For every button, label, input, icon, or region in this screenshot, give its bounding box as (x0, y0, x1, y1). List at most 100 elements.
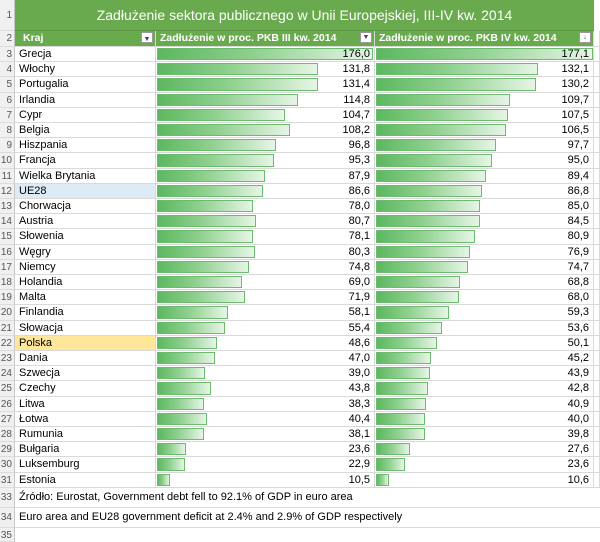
country-cell[interactable]: Litwa (15, 396, 156, 412)
q3-value-cell[interactable]: 58,1 (156, 305, 375, 321)
row-number[interactable]: 9 (0, 138, 15, 154)
country-cell[interactable]: Słowenia (15, 229, 156, 245)
empty-cell[interactable] (594, 107, 600, 123)
row-number[interactable]: 17 (0, 259, 15, 275)
empty-cell[interactable] (594, 305, 600, 321)
country-cell[interactable]: Cypr (15, 107, 156, 123)
q4-value-cell[interactable]: 132,1 (375, 62, 594, 78)
row-number[interactable]: 3 (0, 47, 15, 63)
row-number[interactable]: 22 (0, 335, 15, 351)
q4-value-cell[interactable]: 40,9 (375, 396, 594, 412)
q3-value-cell[interactable]: 78,0 (156, 199, 375, 215)
q4-value-cell[interactable]: 95,0 (375, 153, 594, 169)
country-cell[interactable]: Malta (15, 290, 156, 306)
q3-value-cell[interactable]: 69,0 (156, 275, 375, 291)
q4-value-cell[interactable]: 86,8 (375, 183, 594, 199)
row-number[interactable]: 8 (0, 123, 15, 139)
q3-value-cell[interactable]: 55,4 (156, 320, 375, 336)
empty-cell[interactable] (594, 457, 600, 473)
row-number[interactable]: 21 (0, 320, 15, 336)
q3-value-cell[interactable]: 114,8 (156, 92, 375, 108)
row-number[interactable]: 2 (0, 31, 15, 47)
q4-value-cell[interactable]: 74,7 (375, 259, 594, 275)
q4-value-cell[interactable]: 84,5 (375, 214, 594, 230)
country-cell[interactable]: Dania (15, 351, 156, 367)
q4-value-cell[interactable]: 40,0 (375, 411, 594, 427)
country-cell[interactable]: Bułgaria (15, 442, 156, 458)
empty-cell[interactable] (594, 442, 600, 458)
row-number[interactable]: 13 (0, 199, 15, 215)
q4-value-cell[interactable]: 109,7 (375, 92, 594, 108)
deficit-note[interactable]: Euro area and EU28 government deficit at… (15, 508, 600, 528)
country-cell[interactable]: UE28 (15, 183, 156, 199)
row-number[interactable]: 5 (0, 77, 15, 93)
empty-cell[interactable] (594, 123, 600, 139)
q3-value-cell[interactable]: 40,4 (156, 411, 375, 427)
empty-cell[interactable] (594, 153, 600, 169)
country-cell[interactable]: Luksemburg (15, 457, 156, 473)
q3-value-cell[interactable]: 96,8 (156, 138, 375, 154)
q4-value-cell[interactable]: 177,1 (375, 47, 594, 63)
country-cell[interactable]: Grecja (15, 47, 156, 63)
q4-value-cell[interactable]: 42,8 (375, 381, 594, 397)
row-number[interactable]: 14 (0, 214, 15, 230)
sort-descending-icon[interactable]: ↓ (579, 32, 591, 43)
filter-dropdown-icon[interactable]: ▼ (360, 32, 372, 43)
empty-cell[interactable] (594, 47, 600, 63)
q4-value-cell[interactable]: 107,5 (375, 107, 594, 123)
q4-value-cell[interactable]: 45,2 (375, 351, 594, 367)
country-cell[interactable]: Belgia (15, 123, 156, 139)
empty-cell[interactable] (594, 138, 600, 154)
q3-value-cell[interactable]: 38,1 (156, 427, 375, 443)
country-cell[interactable]: Wielka Brytania (15, 168, 156, 184)
q3-value-cell[interactable]: 47,0 (156, 351, 375, 367)
q3-value-cell[interactable]: 78,1 (156, 229, 375, 245)
row-number[interactable]: 12 (0, 183, 15, 199)
row-number[interactable]: 25 (0, 381, 15, 397)
filter-dropdown-icon[interactable]: ▼ (141, 32, 153, 43)
row-number[interactable]: 15 (0, 229, 15, 245)
row-number[interactable]: 34 (0, 507, 15, 528)
empty-cell[interactable] (594, 183, 600, 199)
empty-cell[interactable] (594, 77, 600, 93)
q4-value-cell[interactable]: 80,9 (375, 229, 594, 245)
row-number[interactable]: 19 (0, 290, 15, 306)
row-number[interactable]: 10 (0, 153, 15, 169)
q3-value-cell[interactable]: 22,9 (156, 457, 375, 473)
q4-value-cell[interactable]: 43,9 (375, 366, 594, 382)
country-cell[interactable]: Słowacja (15, 320, 156, 336)
country-cell[interactable]: Irlandia (15, 92, 156, 108)
country-cell[interactable]: Hiszpania (15, 138, 156, 154)
empty-cell[interactable] (594, 366, 600, 382)
row-number[interactable]: 26 (0, 396, 15, 412)
row-number[interactable]: 24 (0, 366, 15, 382)
q4-value-cell[interactable]: 68,0 (375, 290, 594, 306)
q4-value-cell[interactable]: 106,5 (375, 123, 594, 139)
empty-cell[interactable] (594, 92, 600, 108)
empty-cell[interactable] (594, 351, 600, 367)
row-number[interactable]: 23 (0, 351, 15, 367)
empty-cell[interactable] (594, 259, 600, 275)
country-cell[interactable]: Chorwacja (15, 199, 156, 215)
empty-cell[interactable] (594, 411, 600, 427)
q3-value-cell[interactable]: 95,3 (156, 153, 375, 169)
row-number[interactable]: 11 (0, 168, 15, 184)
empty-cell[interactable] (594, 244, 600, 260)
q4-value-cell[interactable]: 59,3 (375, 305, 594, 321)
empty-cell[interactable] (594, 168, 600, 184)
q3-value-cell[interactable]: 71,9 (156, 290, 375, 306)
empty-cell[interactable] (594, 335, 600, 351)
country-cell[interactable]: Austria (15, 214, 156, 230)
country-cell[interactable]: Włochy (15, 62, 156, 78)
country-cell[interactable]: Francja (15, 153, 156, 169)
country-cell[interactable]: Polska (15, 335, 156, 351)
q4-value-cell[interactable]: 50,1 (375, 335, 594, 351)
header-q3[interactable]: Zadłużenie w proc. PKB III kw. 2014 ▼ (156, 31, 375, 47)
country-cell[interactable]: Estonia (15, 472, 156, 488)
row-number[interactable]: 31 (0, 472, 15, 488)
row-number[interactable]: 27 (0, 411, 15, 427)
q4-value-cell[interactable]: 23,6 (375, 457, 594, 473)
q4-value-cell[interactable]: 76,9 (375, 244, 594, 260)
q3-value-cell[interactable]: 87,9 (156, 168, 375, 184)
country-cell[interactable]: Portugalia (15, 77, 156, 93)
